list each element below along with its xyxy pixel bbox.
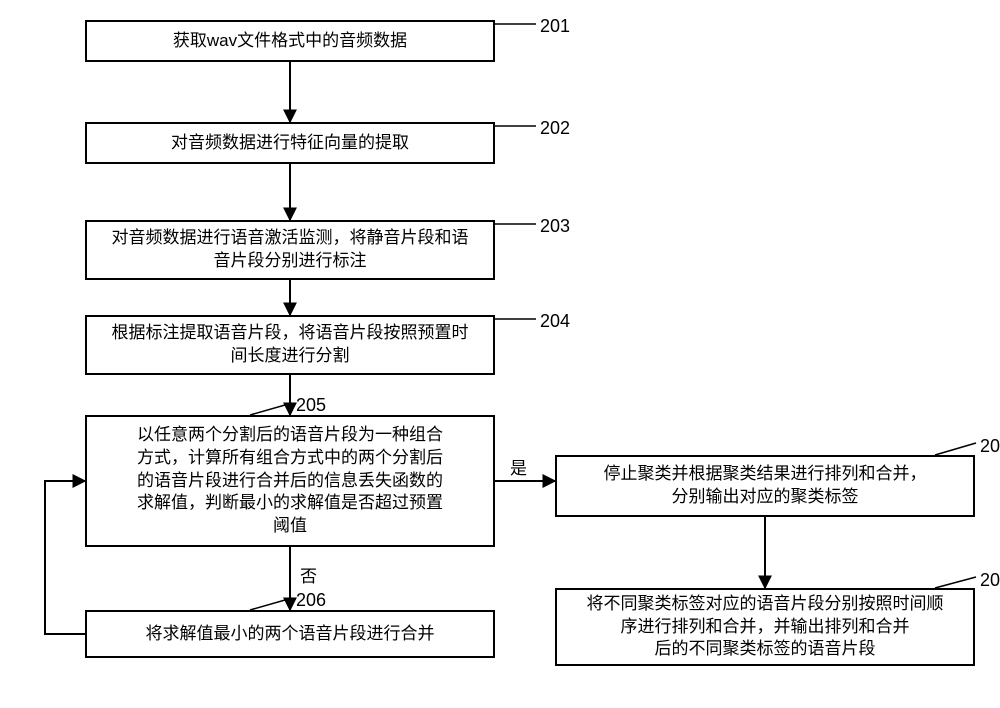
decision-yes-label: 是 (510, 454, 527, 479)
step-label-203: 203 (540, 216, 570, 237)
node-205-text: 以任意两个分割后的语音片段为一种组合 方式，计算所有组合方式中的两个分割后 的语… (137, 424, 443, 539)
decision-no-label: 否 (300, 562, 317, 587)
node-201: 获取wav文件格式中的音频数据 (85, 20, 495, 62)
node-208: 将不同聚类标签对应的语音片段分别按照时间顺 序进行排列和合并，并输出排列和合并 … (555, 588, 975, 666)
node-203: 对音频数据进行语音激活监测，将静音片段和语 音片段分别进行标注 (85, 220, 495, 280)
node-201-text: 获取wav文件格式中的音频数据 (173, 30, 407, 53)
step-label-205: 205 (296, 395, 326, 416)
node-206: 将求解值最小的两个语音片段进行合并 (85, 610, 495, 658)
step-label-202: 202 (540, 118, 570, 139)
step-label-207: 207 (980, 436, 1000, 457)
node-204-text: 根据标注提取语音片段，将语音片段按照预置时 间长度进行分割 (112, 322, 469, 368)
step-label-206: 206 (296, 590, 326, 611)
node-204: 根据标注提取语音片段，将语音片段按照预置时 间长度进行分割 (85, 315, 495, 375)
node-206-text: 将求解值最小的两个语音片段进行合并 (146, 623, 435, 646)
step-label-201: 201 (540, 16, 570, 37)
node-202-text: 对音频数据进行特征向量的提取 (171, 132, 409, 155)
node-207: 停止聚类并根据聚类结果进行排列和合并， 分别输出对应的聚类标签 (555, 455, 975, 517)
node-203-text: 对音频数据进行语音激活监测，将静音片段和语 音片段分别进行标注 (112, 227, 469, 273)
e-206-loop-205 (45, 481, 85, 634)
step-label-208: 208 (980, 570, 1000, 591)
node-208-text: 将不同聚类标签对应的语音片段分别按照时间顺 序进行排列和合并，并输出排列和合并 … (587, 593, 944, 662)
node-207-text: 停止聚类并根据聚类结果进行排列和合并， 分别输出对应的聚类标签 (604, 463, 927, 509)
node-202: 对音频数据进行特征向量的提取 (85, 122, 495, 164)
step-label-204: 204 (540, 311, 570, 332)
node-205: 以任意两个分割后的语音片段为一种组合 方式，计算所有组合方式中的两个分割后 的语… (85, 415, 495, 547)
